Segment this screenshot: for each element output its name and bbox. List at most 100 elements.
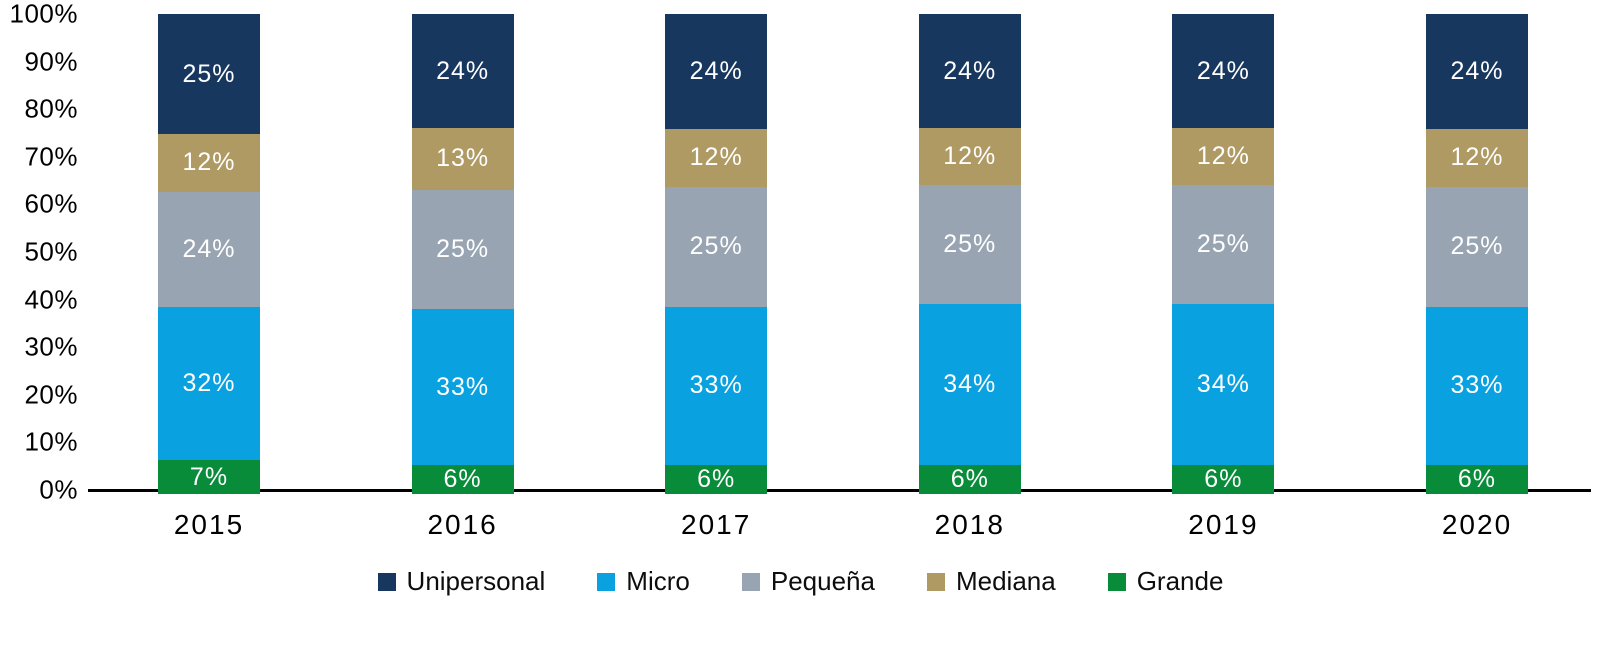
bar-value-label: 6%: [950, 465, 989, 494]
x-tick-label-2019: 2019: [1188, 509, 1259, 540]
y-tick-label-50: 50%: [24, 236, 78, 267]
legend-swatch-micro: [597, 572, 616, 591]
bar-value-label: 12%: [943, 142, 997, 171]
x-tick-label-2020: 2020: [1441, 509, 1513, 540]
y-tick-label-80: 80%: [24, 93, 78, 124]
bar-segment-grande-2020: 6%: [1425, 465, 1528, 494]
bar-segment-pequena-2015: 24%: [158, 191, 260, 307]
bar-segment-unipersonal-2020: 24%: [1425, 14, 1528, 130]
legend-label: Unipersonal: [406, 566, 546, 596]
bar-segment-mediana-2016: 13%: [411, 128, 514, 190]
bar-segment-micro-2019: 34%: [1172, 303, 1275, 466]
legend-item-mediana: Mediana: [926, 566, 1056, 597]
bar-segment-unipersonal-2019: 24%: [1172, 14, 1275, 129]
bar-value-label: 24%: [943, 56, 997, 85]
y-tick-label-100: 100%: [9, 0, 78, 29]
bar-value-label: 12%: [1450, 143, 1504, 172]
y-tick-label-90: 90%: [24, 46, 78, 77]
bar-segment-mediana-2020: 12%: [1425, 129, 1528, 187]
bar-value-label: 24%: [1450, 57, 1504, 86]
bar-value-label: 32%: [182, 369, 236, 398]
bar-segment-mediana-2015: 12%: [158, 134, 260, 192]
bar-segment-micro-2018: 34%: [918, 303, 1021, 466]
legend: Unipersonal Micro Pequeña Mediana Grande: [0, 566, 1601, 597]
bar-value-label: 6%: [443, 465, 482, 494]
bar-value-label: 25%: [182, 59, 236, 88]
bar-value-label: 25%: [436, 234, 490, 263]
bar-segment-mediana-2019: 12%: [1172, 128, 1275, 186]
bar-segment-micro-2017: 33%: [665, 306, 768, 466]
legend-item-grande: Grande: [1107, 566, 1224, 597]
legend-swatch-pequena: [741, 572, 760, 591]
legend-label: Mediana: [955, 566, 1056, 596]
y-tick-label-30: 30%: [24, 331, 78, 362]
y-tick-label-10: 10%: [24, 426, 78, 457]
bar-segment-pequena-2019: 25%: [1172, 185, 1275, 304]
bar-segment-grande-2019: 6%: [1172, 465, 1275, 494]
bar-segment-unipersonal-2016: 24%: [411, 14, 514, 129]
bar-value-label: 6%: [1457, 465, 1497, 494]
bar-segment-grande-2015: 7%: [158, 460, 260, 494]
bar-value-label: 34%: [1196, 370, 1250, 399]
y-tick-label-60: 60%: [24, 188, 78, 219]
legend-item-pequena: Pequeña: [741, 566, 875, 597]
y-tick-label-20: 20%: [24, 379, 78, 410]
bar-value-label: 12%: [1196, 142, 1250, 171]
bar-value-label: 6%: [697, 465, 736, 494]
legend-label: Pequeña: [770, 566, 875, 596]
bar-value-label: 24%: [182, 234, 236, 263]
bar-value-label: 25%: [1196, 229, 1250, 258]
bar-segment-grande-2017: 6%: [665, 465, 768, 494]
bar-2016: 24% 13% 25% 33% 6%: [411, 14, 514, 494]
bar-value-label: 24%: [436, 56, 490, 85]
legend-item-unipersonal: Unipersonal: [377, 566, 546, 597]
bar-value-label: 25%: [943, 229, 997, 258]
bar-2015: 25% 12% 24% 32% 7%: [158, 14, 260, 494]
bar-2019: 24% 12% 25% 34% 6%: [1172, 14, 1275, 494]
bar-value-label: 34%: [943, 370, 997, 399]
y-tick-label-70: 70%: [24, 141, 78, 172]
legend-swatch-mediana: [926, 572, 945, 591]
bar-value-label: 7%: [189, 462, 229, 491]
bar-segment-pequena-2016: 25%: [411, 189, 514, 309]
x-tick-label-2015: 2015: [173, 509, 245, 540]
bar-segment-pequena-2017: 25%: [665, 186, 768, 307]
bar-value-label: 33%: [689, 371, 743, 400]
x-tick-label-2016: 2016: [427, 509, 498, 540]
bar-segment-micro-2020: 33%: [1425, 306, 1528, 466]
legend-label: Micro: [626, 566, 690, 596]
bar-2017: 24% 12% 25% 33% 6%: [665, 14, 768, 494]
x-tick-label-2017: 2017: [681, 509, 752, 540]
bar-2018: 24% 12% 25% 34% 6%: [918, 14, 1021, 494]
bar-segment-micro-2015: 32%: [158, 306, 260, 461]
bar-segment-unipersonal-2015: 25%: [158, 14, 260, 134]
bar-value-label: 25%: [1450, 232, 1504, 261]
bar-value-label: 12%: [689, 143, 743, 172]
bar-value-label: 13%: [436, 144, 490, 173]
bar-value-label: 24%: [689, 57, 743, 86]
bar-segment-mediana-2017: 12%: [665, 129, 768, 187]
bar-segment-pequena-2020: 25%: [1425, 186, 1528, 307]
x-tick-label-2018: 2018: [934, 509, 1005, 540]
x-axis-line: [88, 489, 1591, 492]
bar-segment-grande-2016: 6%: [411, 465, 514, 494]
legend-swatch-grande: [1107, 572, 1126, 591]
bar-segment-micro-2016: 33%: [411, 308, 514, 466]
bar-segment-unipersonal-2018: 24%: [918, 14, 1021, 129]
bar-value-label: 33%: [436, 372, 490, 401]
bar-value-label: 24%: [1196, 56, 1250, 85]
plot-area: 25% 12% 24% 32% 7% 24% 13% 25% 33% 6% 24% 12% 25% 33%…: [158, 14, 1528, 494]
legend-swatch-unipersonal: [377, 572, 396, 591]
y-tick-label-0: 0%: [39, 474, 78, 505]
bar-segment-unipersonal-2017: 24%: [665, 14, 768, 130]
bar-segment-grande-2018: 6%: [918, 465, 1021, 494]
bar-segment-pequena-2018: 25%: [918, 185, 1021, 304]
bar-segment-mediana-2018: 12%: [918, 128, 1021, 186]
bar-value-label: 33%: [1450, 371, 1504, 400]
legend-item-micro: Micro: [597, 566, 690, 597]
bar-2020: 24% 12% 25% 33% 6%: [1425, 14, 1528, 494]
legend-label: Grande: [1136, 566, 1224, 596]
bar-value-label: 12%: [182, 148, 236, 177]
bar-value-label: 6%: [1204, 465, 1243, 494]
